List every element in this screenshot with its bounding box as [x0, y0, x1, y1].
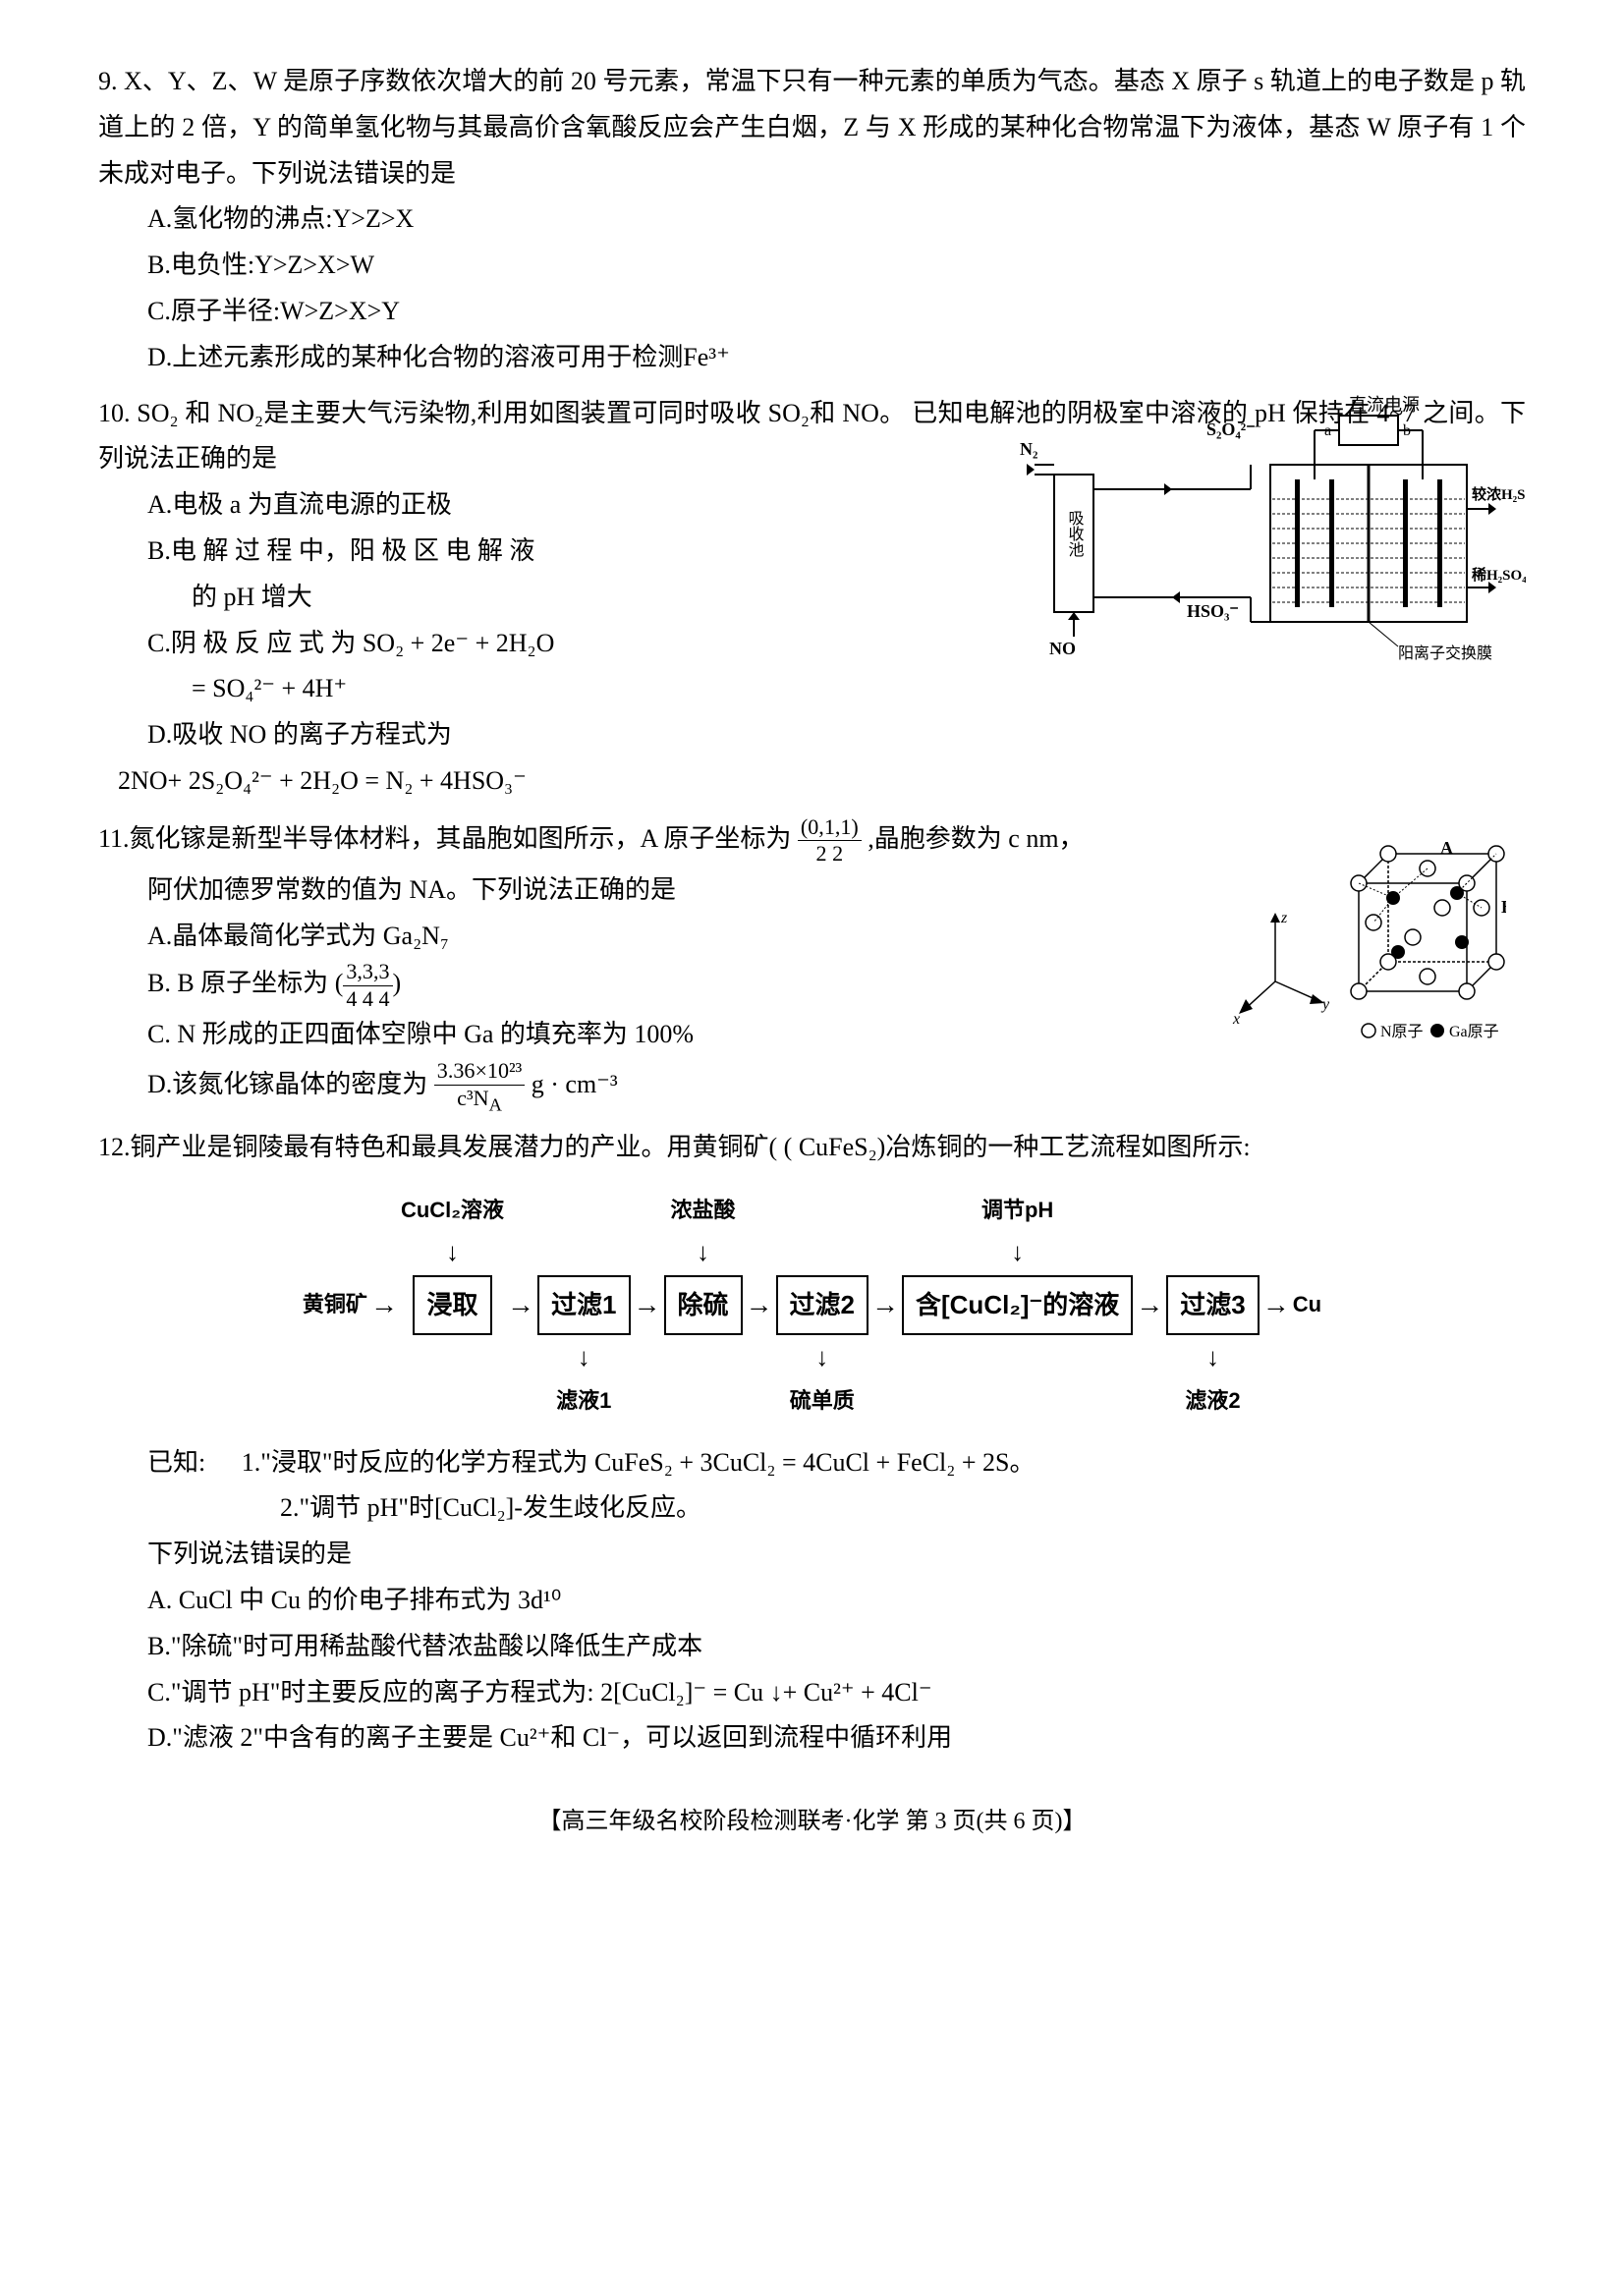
question-9: 9. X、Y、Z、W 是原子序数依次增大的前 20 号元素，常温下只有一种元素的… [98, 59, 1526, 381]
svg-text:N₂: N₂ [1020, 439, 1037, 459]
q12-known: 已知: 1."浸取"时反应的化学方程式为 CuFeS₂ + 3CuCl₂ = 4… [147, 1440, 1526, 1486]
q12-opt-b: B."除硫"时可用稀盐酸代替浓盐酸以降低生产成本 [147, 1624, 1526, 1670]
svg-text:z: z [1280, 910, 1288, 926]
q12-conclusion: 下列说法错误的是 [147, 1532, 1526, 1578]
q10-equation: 2NO+ 2S₂O₄²⁻ + 2H₂O = N₂ + 4HSO₃⁻ [118, 758, 1526, 805]
q9-text: 9. X、Y、Z、W 是原子序数依次增大的前 20 号元素，常温下只有一种元素的… [98, 59, 1526, 196]
q12-opt-c: C."调节 pH"时主要反应的离子方程式为: 2[CuCl₂]⁻ = Cu ↓+… [147, 1670, 1526, 1716]
fraction-a-coord: (0,1,1)2 2 [798, 814, 862, 868]
svg-text:较浓H₂SO₄: 较浓H₂SO₄ [1472, 485, 1526, 503]
q9-opt-c: C.原子半径:W>Z>X>Y [147, 289, 1526, 335]
q9-opt-b: B.电负性:Y>Z>X>W [147, 243, 1526, 289]
flow-box-1: 浸取 [413, 1275, 491, 1335]
q11-diagram: z y x [1231, 824, 1506, 1066]
q9-opt-a: A.氢化物的沸点:Y>Z>X [147, 196, 1526, 243]
svg-text:B: B [1501, 897, 1506, 917]
svg-text:S₂O₄²⁻: S₂O₄²⁻ [1206, 420, 1256, 439]
question-12: 12.铜产业是铜陵最有特色和最具发展潜力的产业。用黄铜矿( ( CuFeS₂)冶… [98, 1125, 1526, 1762]
electrolysis-diagram: 吸收池 N₂ NO S₂O₄²⁻ HSO₃⁻ [985, 391, 1526, 666]
svg-text:吸收池: 吸收池 [1066, 510, 1085, 557]
q12-text: 12.铜产业是铜陵最有特色和最具发展潜力的产业。用黄铜矿( ( CuFeS₂)冶… [98, 1125, 1526, 1171]
flow-box-5: 含[CuCl₂]⁻的溶液 [902, 1275, 1133, 1335]
page-footer: 【高三年级名校阶段检测联考·化学 第 3 页(共 6 页)】 [98, 1801, 1526, 1843]
svg-text:直流电源: 直流电源 [1349, 395, 1420, 415]
svg-text:y: y [1320, 996, 1330, 1013]
question-10: 10. SO₂ 和 NO₂是主要大气污染物,利用如图装置可同时吸收 SO₂和 N… [98, 391, 1526, 805]
q12-flowchart: CuCl₂溶液 浓盐酸 调节pH ↓ ↓ [98, 1191, 1526, 1421]
svg-text:NO: NO [1049, 639, 1076, 658]
q10-opt-c-sub: = SO₄²⁻ + 4H⁺ [192, 666, 883, 712]
fraction-density: 3.36×10²³c³NA [434, 1058, 525, 1115]
fraction-b-coord: 3,3,34 4 4 [343, 959, 392, 1012]
q12-opt-d: D."滤液 2"中含有的离子主要是 Cu²⁺和 Cl⁻，可以返回到流程中循环利用 [147, 1715, 1526, 1762]
svg-text:Ga原子: Ga原子 [1449, 1023, 1499, 1040]
svg-text:x: x [1232, 1011, 1240, 1028]
svg-text:N原子: N原子 [1380, 1023, 1424, 1040]
svg-text:A: A [1440, 838, 1453, 858]
flow-box-2: 过滤1 [537, 1275, 630, 1335]
q9-opt-d: D.上述元素形成的某种化合物的溶液可用于检测Fe³⁺ [147, 335, 1526, 381]
q10-opt-b-sub: 的 pH 增大 [192, 575, 883, 621]
q10-opt-c: C.阴 极 反 应 式 为 SO₂ + 2e⁻ + 2H₂O [147, 621, 883, 667]
svg-text:HSO₃⁻: HSO₃⁻ [1187, 601, 1239, 621]
flow-box-6: 过滤3 [1166, 1275, 1259, 1335]
crystal-diagram: z y x [1231, 824, 1506, 1050]
question-11: 11.氮化镓是新型半导体材料，其晶胞如图所示，A 原子坐标为 (0,1,1)2 … [98, 814, 1526, 1115]
flow-box-4: 过滤2 [776, 1275, 868, 1335]
svg-text:稀H₂SO₄+SO₂: 稀H₂SO₄+SO₂ [1472, 566, 1526, 584]
flow-box-3: 除硫 [664, 1275, 743, 1335]
q10-opt-b: B.电 解 过 程 中，阳 极 区 电 解 液 [147, 529, 883, 575]
q11-opt-d: D.该氮化镓晶体的密度为 3.36×10²³c³NA g · cm⁻³ [147, 1058, 1526, 1115]
q12-opt-a: A. CuCl 中 Cu 的价电子排布式为 3d¹⁰ [147, 1578, 1526, 1624]
q10-opt-d: D.吸收 NO 的离子方程式为 [147, 712, 883, 758]
q10-diagram: 吸收池 N₂ NO S₂O₄²⁻ HSO₃⁻ [985, 391, 1526, 682]
svg-text:阳离子交换膜: 阳离子交换膜 [1398, 644, 1492, 662]
q12-known2: 2."调节 pH"时[CuCl₂]-发生歧化反应。 [280, 1485, 1526, 1532]
q10-opt-a: A.电极 a 为直流电源的正极 [147, 482, 883, 529]
